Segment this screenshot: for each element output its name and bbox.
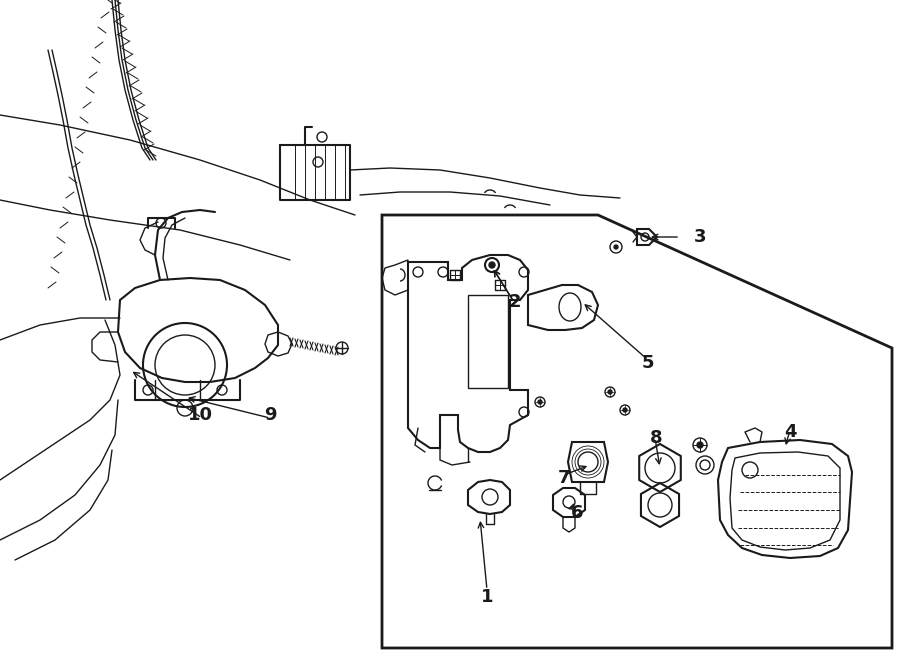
- Text: 2: 2: [508, 293, 521, 311]
- Circle shape: [623, 408, 627, 412]
- Circle shape: [489, 262, 495, 268]
- Circle shape: [538, 400, 542, 404]
- Text: 4: 4: [784, 423, 796, 441]
- Text: 10: 10: [187, 406, 212, 424]
- Text: 3: 3: [694, 228, 706, 246]
- Text: 1: 1: [481, 588, 493, 606]
- Circle shape: [608, 390, 612, 394]
- Text: 6: 6: [571, 504, 583, 522]
- Text: 8: 8: [650, 429, 662, 447]
- Text: 5: 5: [642, 354, 654, 372]
- Text: 9: 9: [264, 406, 276, 424]
- Circle shape: [614, 245, 618, 249]
- Circle shape: [697, 442, 703, 448]
- Text: 7: 7: [558, 469, 571, 487]
